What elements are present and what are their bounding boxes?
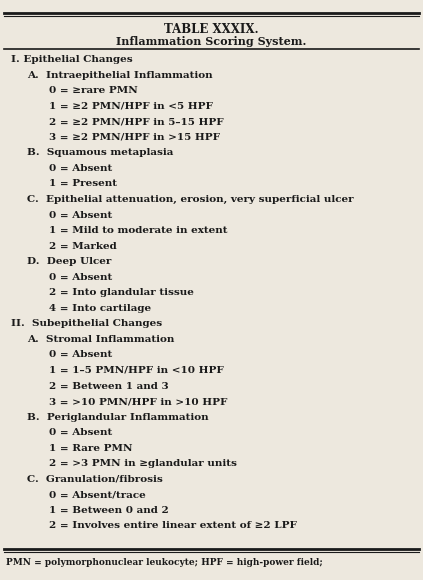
Text: 3 = ≥2 PMN/HPF in >15 HPF: 3 = ≥2 PMN/HPF in >15 HPF (49, 133, 220, 142)
Text: C.  Epithelial attenuation, erosion, very superficial ulcer: C. Epithelial attenuation, erosion, very… (27, 195, 354, 204)
Text: II.  Subepithelial Changes: II. Subepithelial Changes (11, 320, 162, 328)
Text: 2 = ≥2 PMN/HPF in 5–15 HPF: 2 = ≥2 PMN/HPF in 5–15 HPF (49, 117, 223, 126)
Text: 0 = Absent: 0 = Absent (49, 211, 112, 220)
Text: 3 = >10 PMN/HPF in >10 HPF: 3 = >10 PMN/HPF in >10 HPF (49, 397, 227, 406)
Text: 0 = Absent: 0 = Absent (49, 428, 112, 437)
Text: TABLE XXXIX.: TABLE XXXIX. (164, 23, 259, 36)
Text: 1 = Mild to moderate in extent: 1 = Mild to moderate in extent (49, 226, 227, 235)
Text: 1 = Between 0 and 2: 1 = Between 0 and 2 (49, 506, 168, 515)
Text: I. Epithelial Changes: I. Epithelial Changes (11, 55, 132, 64)
Text: 1 = Rare PMN: 1 = Rare PMN (49, 444, 132, 453)
Text: 2 = Into glandular tissue: 2 = Into glandular tissue (49, 288, 193, 298)
Text: A.  Stromal Inflammation: A. Stromal Inflammation (27, 335, 175, 344)
Text: 0 = Absent: 0 = Absent (49, 350, 112, 360)
Text: 0 = Absent/trace: 0 = Absent/trace (49, 490, 146, 499)
Text: 0 = ≥rare PMN: 0 = ≥rare PMN (49, 86, 137, 95)
Text: D.  Deep Ulcer: D. Deep Ulcer (27, 257, 112, 266)
Text: C.  Granulation/fibrosis: C. Granulation/fibrosis (27, 475, 163, 484)
Text: 1 = ≥2 PMN/HPF in <5 HPF: 1 = ≥2 PMN/HPF in <5 HPF (49, 102, 212, 111)
Text: 0 = Absent: 0 = Absent (49, 164, 112, 173)
Text: B.  Squamous metaplasia: B. Squamous metaplasia (27, 148, 174, 157)
Text: A.  Intraepithelial Inflammation: A. Intraepithelial Inflammation (27, 71, 213, 79)
Text: 2 = Involves entire linear extent of ≥2 LPF: 2 = Involves entire linear extent of ≥2 … (49, 521, 297, 531)
Text: 2 = Marked: 2 = Marked (49, 242, 116, 251)
Text: PMN = polymorphonuclear leukocyte; HPF = high-power field;: PMN = polymorphonuclear leukocyte; HPF =… (6, 558, 323, 567)
Text: 2 = Between 1 and 3: 2 = Between 1 and 3 (49, 382, 168, 390)
Text: 1 = Present: 1 = Present (49, 179, 117, 188)
Text: Inflammation Scoring System.: Inflammation Scoring System. (116, 36, 307, 47)
Text: 2 = >3 PMN in ≥glandular units: 2 = >3 PMN in ≥glandular units (49, 459, 236, 468)
Text: 4 = Into cartilage: 4 = Into cartilage (49, 304, 151, 313)
Text: 1 = 1–5 PMN/HPF in <10 HPF: 1 = 1–5 PMN/HPF in <10 HPF (49, 366, 223, 375)
Text: B.  Periglandular Inflammation: B. Periglandular Inflammation (27, 412, 209, 422)
Text: 0 = Absent: 0 = Absent (49, 273, 112, 282)
